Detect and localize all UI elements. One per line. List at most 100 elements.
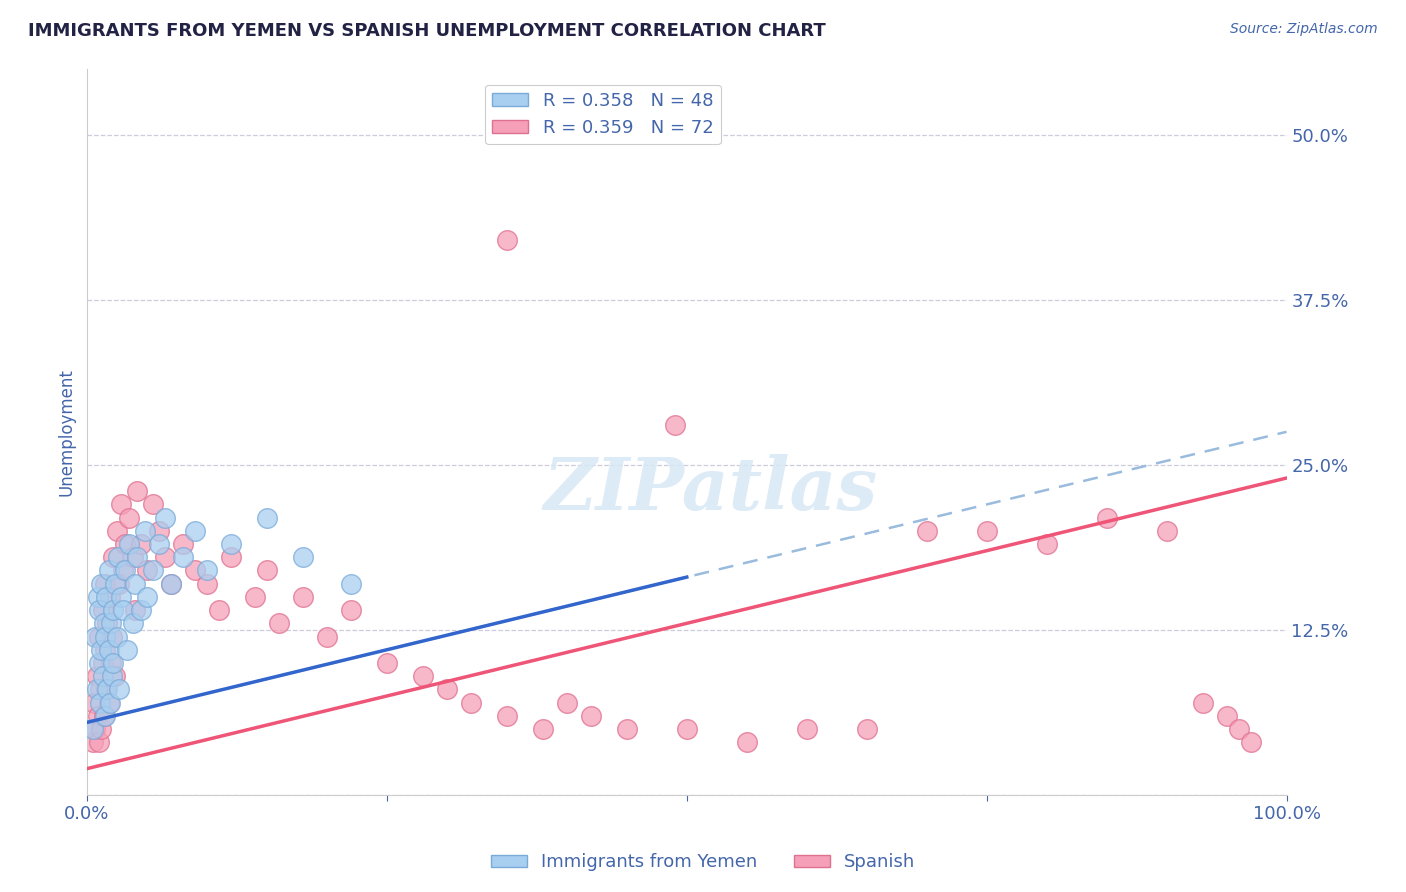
Point bbox=[94, 630, 117, 644]
Point bbox=[1239, 735, 1261, 749]
Legend: Immigrants from Yemen, Spanish: Immigrants from Yemen, Spanish bbox=[484, 847, 922, 879]
Point bbox=[105, 630, 128, 644]
Point bbox=[84, 722, 107, 736]
Point bbox=[1191, 696, 1213, 710]
Point bbox=[89, 682, 111, 697]
Point bbox=[675, 722, 697, 736]
Point bbox=[195, 564, 218, 578]
Point bbox=[136, 564, 159, 578]
Point bbox=[1215, 708, 1237, 723]
Point bbox=[267, 616, 290, 631]
Point bbox=[111, 603, 134, 617]
Point bbox=[114, 564, 136, 578]
Point bbox=[219, 537, 242, 551]
Point bbox=[291, 590, 314, 604]
Point bbox=[115, 642, 138, 657]
Point bbox=[101, 669, 124, 683]
Point bbox=[855, 722, 877, 736]
Point bbox=[90, 576, 112, 591]
Point bbox=[111, 564, 134, 578]
Point bbox=[87, 590, 110, 604]
Text: ZIPatlas: ZIPatlas bbox=[544, 454, 877, 525]
Point bbox=[172, 537, 194, 551]
Point bbox=[127, 550, 149, 565]
Point bbox=[103, 603, 125, 617]
Point bbox=[495, 708, 517, 723]
Point bbox=[96, 616, 118, 631]
Point bbox=[82, 722, 104, 736]
Point bbox=[105, 524, 128, 538]
Point bbox=[142, 564, 165, 578]
Point bbox=[87, 735, 110, 749]
Point bbox=[87, 603, 110, 617]
Point bbox=[121, 550, 143, 565]
Point bbox=[142, 498, 165, 512]
Point bbox=[90, 722, 112, 736]
Point bbox=[1035, 537, 1057, 551]
Point bbox=[495, 233, 517, 247]
Point bbox=[83, 696, 105, 710]
Point bbox=[87, 708, 110, 723]
Point bbox=[118, 510, 141, 524]
Point bbox=[103, 550, 125, 565]
Point bbox=[103, 576, 125, 591]
Point bbox=[616, 722, 638, 736]
Point bbox=[129, 537, 152, 551]
Point bbox=[412, 669, 434, 683]
Text: Source: ZipAtlas.com: Source: ZipAtlas.com bbox=[1230, 22, 1378, 37]
Point bbox=[93, 616, 115, 631]
Point bbox=[108, 576, 131, 591]
Point bbox=[110, 590, 132, 604]
Point bbox=[735, 735, 758, 749]
Point bbox=[579, 708, 602, 723]
Point bbox=[915, 524, 938, 538]
Point bbox=[160, 576, 183, 591]
Point bbox=[87, 630, 110, 644]
Point bbox=[555, 696, 578, 710]
Point bbox=[96, 682, 118, 697]
Point bbox=[1156, 524, 1178, 538]
Point bbox=[195, 576, 218, 591]
Point bbox=[124, 576, 146, 591]
Point bbox=[127, 484, 149, 499]
Point bbox=[91, 656, 114, 670]
Point bbox=[134, 524, 156, 538]
Point bbox=[375, 656, 398, 670]
Point bbox=[100, 616, 122, 631]
Point bbox=[86, 682, 108, 697]
Point bbox=[94, 576, 117, 591]
Point bbox=[103, 656, 125, 670]
Point bbox=[148, 524, 170, 538]
Point bbox=[101, 630, 124, 644]
Point bbox=[103, 669, 125, 683]
Point bbox=[96, 590, 118, 604]
Point bbox=[129, 603, 152, 617]
Legend: R = 0.358   N = 48, R = 0.359   N = 72: R = 0.358 N = 48, R = 0.359 N = 72 bbox=[485, 85, 721, 145]
Point bbox=[121, 616, 143, 631]
Point bbox=[91, 669, 114, 683]
Point bbox=[664, 418, 686, 433]
Point bbox=[460, 696, 482, 710]
Point bbox=[153, 550, 176, 565]
Point bbox=[291, 550, 314, 565]
Point bbox=[1227, 722, 1250, 736]
Point bbox=[256, 510, 278, 524]
Point bbox=[82, 735, 104, 749]
Point bbox=[114, 537, 136, 551]
Point bbox=[90, 642, 112, 657]
Point bbox=[94, 708, 117, 723]
Point bbox=[160, 576, 183, 591]
Point bbox=[97, 564, 120, 578]
Point bbox=[86, 669, 108, 683]
Point bbox=[136, 590, 159, 604]
Point bbox=[100, 656, 122, 670]
Y-axis label: Unemployment: Unemployment bbox=[58, 368, 75, 496]
Point bbox=[172, 550, 194, 565]
Point bbox=[94, 642, 117, 657]
Point bbox=[184, 524, 207, 538]
Point bbox=[184, 564, 207, 578]
Point bbox=[91, 603, 114, 617]
Point bbox=[93, 708, 115, 723]
Point bbox=[340, 576, 363, 591]
Point bbox=[98, 590, 121, 604]
